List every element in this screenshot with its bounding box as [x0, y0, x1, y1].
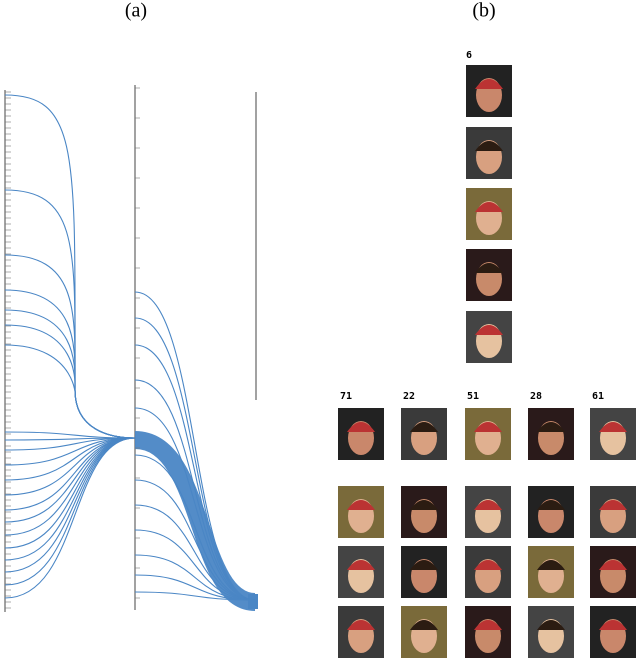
- panel-b-caption: (b): [472, 0, 495, 22]
- flow-line: [4, 437, 136, 523]
- flow-line: [134, 554, 256, 601]
- flow-line: [4, 437, 136, 586]
- flow-line: [134, 591, 256, 601]
- hair: [475, 141, 503, 151]
- flow-line: [4, 94, 136, 439]
- hair: [347, 422, 375, 432]
- hair: [410, 620, 438, 630]
- hair: [347, 560, 375, 570]
- column-label: 61: [592, 391, 604, 402]
- column-label: 71: [340, 391, 352, 402]
- hair: [537, 422, 565, 432]
- flow-diagram: [4, 85, 258, 612]
- flow-line: [4, 431, 136, 439]
- flow-line: [134, 574, 256, 601]
- hair: [475, 325, 503, 335]
- flow-line: [134, 529, 256, 601]
- panel-a-caption: (a): [125, 0, 147, 22]
- flow-line: [4, 437, 136, 536]
- hair: [599, 560, 627, 570]
- hair: [599, 620, 627, 630]
- hair: [474, 422, 502, 432]
- flow-line: [134, 317, 256, 601]
- hair: [410, 422, 438, 432]
- hair: [474, 500, 502, 510]
- flow-line: [134, 479, 256, 601]
- hair: [347, 620, 375, 630]
- hair: [537, 560, 565, 570]
- flow-target: [248, 594, 258, 609]
- hair: [410, 500, 438, 510]
- flow-line: [4, 437, 136, 496]
- top-label: 6: [466, 50, 472, 61]
- hair: [475, 202, 503, 212]
- flow-line: [4, 344, 136, 439]
- hair: [474, 620, 502, 630]
- hair: [537, 500, 565, 510]
- flow-line: [134, 379, 256, 601]
- hair: [347, 500, 375, 510]
- flow-line: [4, 324, 136, 439]
- flow-line: [134, 407, 256, 601]
- flow-line: [4, 437, 136, 573]
- flow-line: [134, 344, 256, 601]
- hair: [475, 263, 503, 273]
- hair: [599, 422, 627, 432]
- hair: [537, 620, 565, 630]
- flow-line: [134, 291, 256, 601]
- hair: [599, 500, 627, 510]
- column-label: 22: [403, 391, 415, 402]
- flow-line: [4, 189, 136, 439]
- flow-line: [134, 454, 256, 601]
- column-label: 51: [467, 391, 479, 402]
- hair: [410, 560, 438, 570]
- flow-line: [134, 504, 256, 601]
- hair: [474, 560, 502, 570]
- hair: [475, 79, 503, 89]
- column-label: 28: [530, 391, 542, 402]
- flow-line: [4, 437, 136, 599]
- flow-line: [4, 289, 136, 439]
